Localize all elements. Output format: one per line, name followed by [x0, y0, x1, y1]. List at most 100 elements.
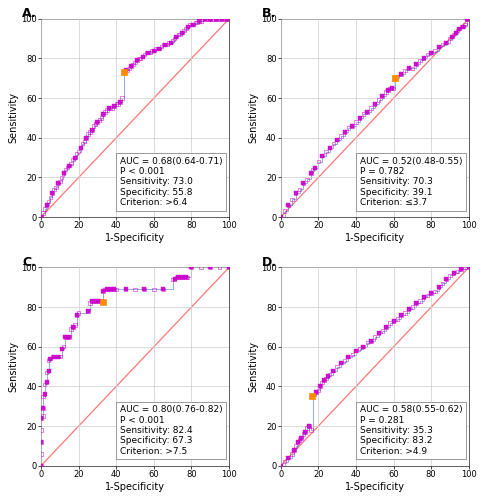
Point [400, 66, 408, 74]
Point [291, 190, 299, 198]
Point [84, 307, 92, 315]
Point [155, 44, 163, 52]
Point [210, 15, 217, 23]
Point [99, 110, 107, 118]
Point [127, 62, 135, 70]
Point [161, 40, 168, 48]
Point [359, 343, 366, 351]
Point [453, 26, 460, 34]
Point [291, 442, 299, 450]
Point [310, 164, 318, 172]
Point [52, 184, 60, 192]
Point [447, 32, 455, 40]
Point [170, 34, 178, 42]
Point [348, 350, 355, 358]
Point [299, 180, 306, 188]
Point [73, 311, 80, 319]
Point [39, 404, 46, 412]
Point [131, 286, 138, 294]
Point [110, 102, 118, 110]
Point [110, 102, 118, 110]
Point [318, 378, 325, 386]
Point [150, 286, 157, 294]
Point [293, 438, 301, 446]
Point [202, 15, 210, 23]
Point [381, 323, 389, 331]
Point [71, 154, 78, 162]
Point [340, 128, 348, 136]
Point [291, 190, 299, 198]
Point [366, 104, 374, 112]
Point [460, 264, 468, 272]
Point [449, 270, 457, 278]
Point [464, 264, 472, 272]
Point [45, 366, 52, 374]
Point [131, 58, 138, 66]
Point [308, 392, 316, 400]
Point [71, 321, 78, 329]
Point [161, 40, 168, 48]
Point [219, 15, 227, 23]
Point [312, 388, 320, 396]
Point [174, 30, 182, 38]
Point [206, 264, 214, 272]
Point [43, 378, 50, 386]
Point [93, 118, 101, 126]
Point [43, 378, 50, 386]
Point [118, 94, 125, 102]
Point [178, 274, 185, 281]
Point [48, 190, 56, 198]
Point [295, 436, 303, 444]
Point [378, 92, 385, 100]
Text: C.: C. [22, 256, 36, 268]
Point [144, 48, 152, 56]
Point [48, 352, 56, 360]
Point [225, 264, 232, 272]
Point [189, 21, 197, 29]
Point [63, 164, 71, 172]
Point [108, 104, 116, 112]
Point [41, 390, 48, 398]
Point [71, 154, 78, 162]
Point [37, 426, 45, 434]
Point [165, 38, 172, 46]
Point [123, 66, 131, 74]
Point [45, 197, 52, 205]
Point [180, 26, 187, 34]
Point [65, 333, 73, 341]
Point [37, 450, 45, 458]
Point [456, 266, 464, 274]
Point [56, 352, 63, 360]
Point [50, 352, 58, 360]
Point [411, 299, 419, 307]
Point [108, 286, 116, 294]
Point [45, 366, 52, 374]
Point [103, 106, 110, 114]
Point [170, 276, 178, 283]
Point [223, 15, 230, 23]
Point [65, 162, 73, 170]
Point [90, 122, 97, 130]
Point [73, 311, 80, 319]
Point [174, 274, 182, 281]
Point [37, 414, 45, 422]
Point [43, 201, 50, 209]
Point [91, 297, 99, 305]
Point [197, 264, 204, 272]
Point [321, 148, 329, 156]
Point [176, 274, 184, 281]
Point [76, 144, 84, 152]
Point [297, 434, 305, 442]
Point [39, 404, 46, 412]
Point [359, 343, 366, 351]
Point [106, 104, 114, 112]
Point [454, 24, 462, 32]
Text: B.: B. [261, 7, 275, 20]
Point [97, 297, 105, 305]
Point [449, 30, 457, 38]
Point [441, 38, 449, 46]
Point [306, 426, 314, 434]
Point [37, 414, 45, 422]
Point [166, 38, 174, 46]
Point [344, 352, 351, 360]
